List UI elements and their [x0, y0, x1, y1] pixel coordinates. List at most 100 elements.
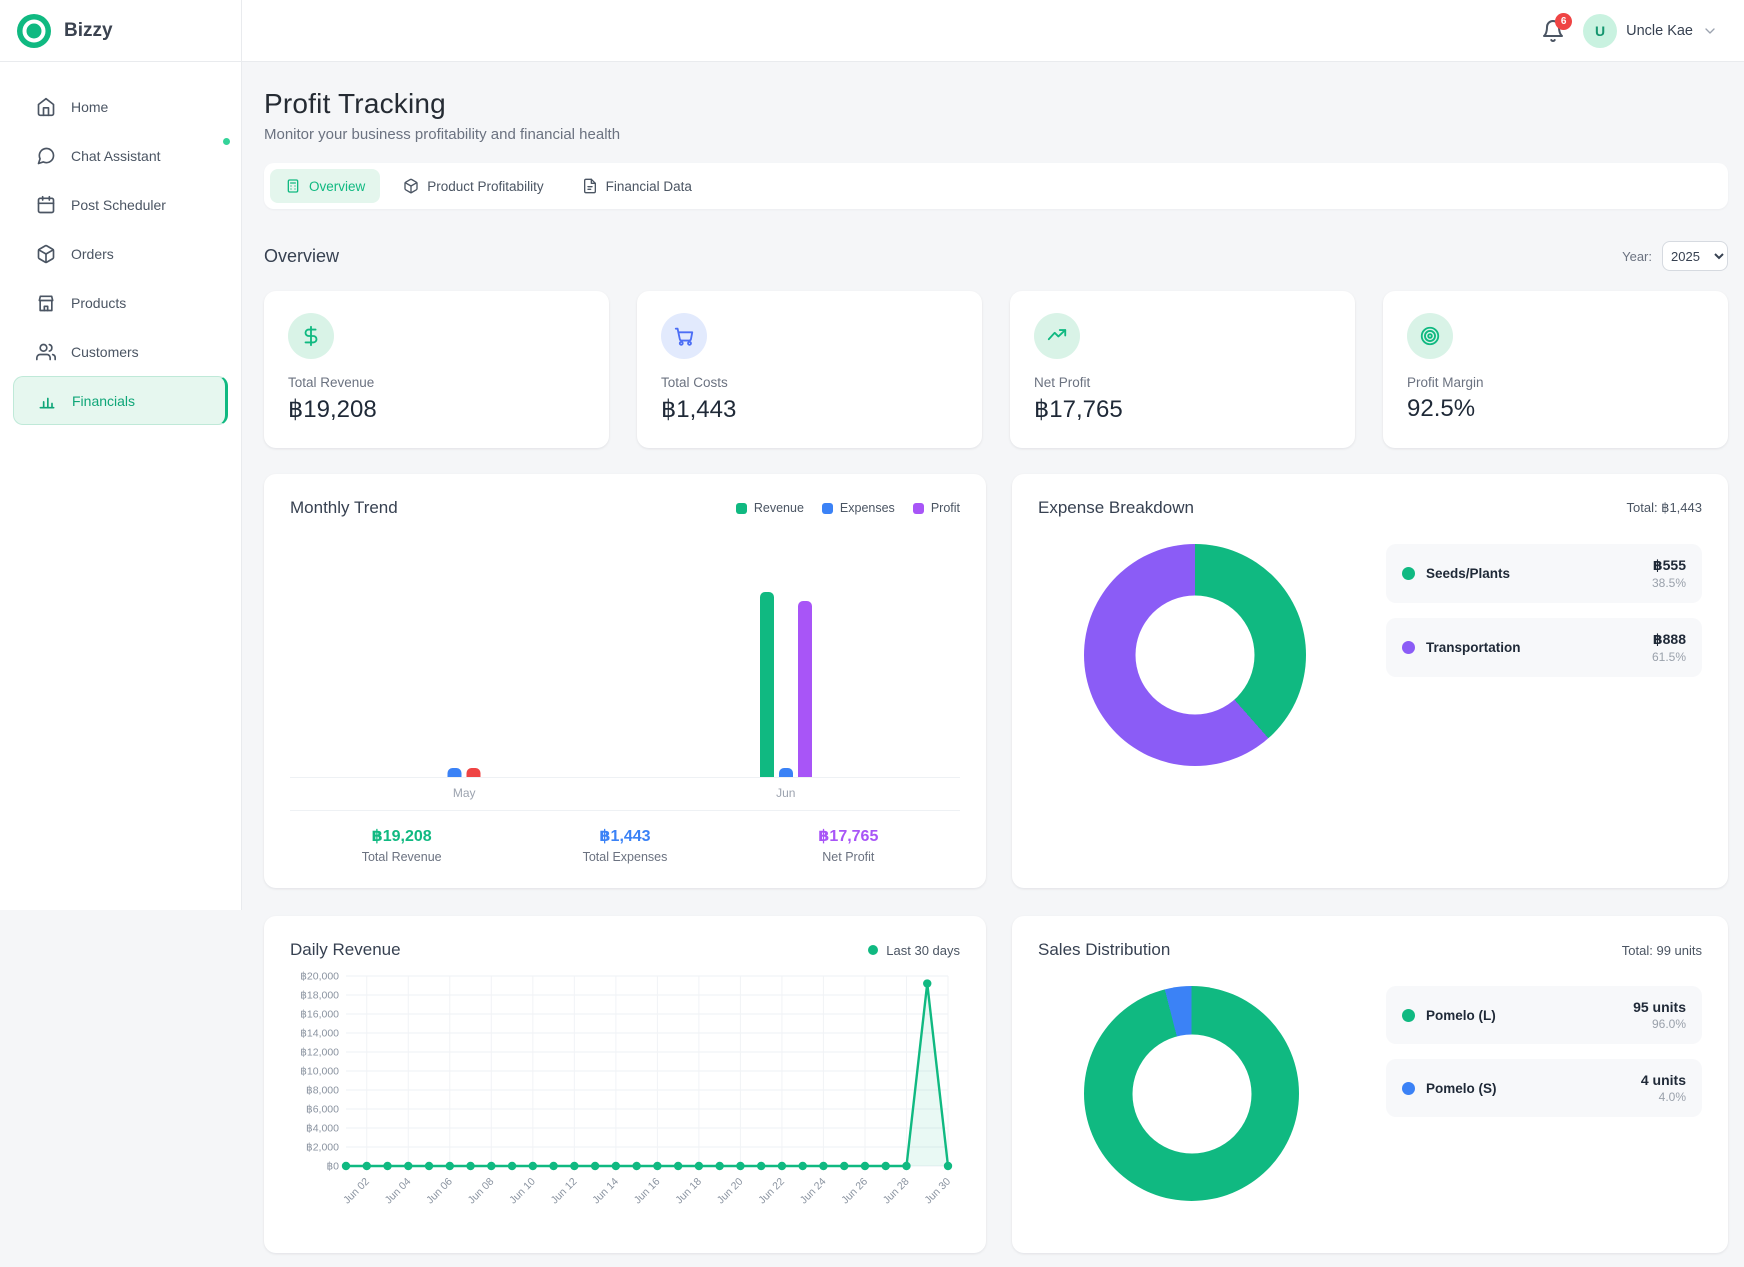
chart-legend: Revenue Expenses Profit — [735, 501, 960, 515]
year-select[interactable]: 2025 — [1662, 241, 1728, 271]
stat-card-net-profit: Net Profit ฿17,765 — [1010, 291, 1355, 448]
legend-dot — [1402, 641, 1415, 654]
x-tick-label: Jun 24 — [798, 1176, 829, 1207]
notification-badge: 6 — [1555, 12, 1573, 30]
stat-card-profit-margin: Profit Margin 92.5% — [1383, 291, 1728, 448]
data-point — [777, 1161, 787, 1171]
stat-label: Total Revenue — [288, 375, 375, 390]
bar-profit — [466, 768, 481, 777]
card-header: Daily Revenue Last 30 days — [290, 940, 960, 960]
x-tick-label: Jun 12 — [549, 1176, 580, 1207]
chart-legend: Last 30 days — [868, 943, 960, 958]
tab-label: Financial Data — [605, 178, 692, 194]
bar-chart — [290, 526, 960, 778]
revenue-line — [346, 982, 950, 1168]
sidebar-item-chat-assistant[interactable]: Chat Assistant — [0, 131, 241, 180]
brand[interactable]: Bizzy — [0, 0, 242, 61]
topbar: Bizzy 6 U Uncle Kae — [0, 0, 1744, 62]
data-point — [736, 1161, 745, 1171]
topbar-actions: 6 U Uncle Kae — [1541, 12, 1744, 48]
data-point — [507, 1161, 517, 1171]
legend-dot — [1402, 567, 1415, 580]
stat-card-total-revenue: Total Revenue ฿19,208 — [264, 291, 609, 448]
stat-icon-wrap — [661, 313, 707, 359]
bar-group-jun — [759, 592, 812, 777]
data-point — [923, 979, 932, 988]
page-subtitle: Monitor your business profitability and … — [264, 126, 621, 143]
stat-icon-wrap — [1034, 313, 1080, 359]
main-content: Profit Tracking Monitor your business pr… — [242, 62, 1744, 1267]
card-total: Total: 99 units — [1621, 942, 1702, 958]
y-tick-label: ฿4,000 — [306, 1123, 339, 1135]
bar-profit — [797, 601, 812, 777]
tab-label: Overview — [309, 178, 366, 194]
stat-label: Net Profit — [1034, 375, 1091, 390]
bar-expenses — [778, 768, 793, 777]
calculator-icon — [287, 179, 299, 193]
y-tick-label: ฿16,000 — [300, 1009, 339, 1021]
data-point — [819, 1161, 828, 1171]
bar-revenue — [759, 592, 774, 777]
users-icon — [36, 343, 56, 360]
sidebar-item-label: Orders — [71, 245, 114, 262]
y-tick-label: ฿0 — [326, 1161, 339, 1173]
footer-stat-net-profit: ฿17,765 Net Profit — [818, 828, 879, 864]
x-tick-label: Jun 04 — [383, 1176, 414, 1207]
revenue-area — [346, 983, 948, 1166]
year-label: Year: — [1622, 248, 1652, 264]
sidebar-item-home[interactable]: Home — [0, 82, 241, 131]
x-tick-label: Jun 06 — [424, 1176, 455, 1207]
sales-donut-chart — [1084, 986, 1299, 1201]
data-point — [673, 1161, 683, 1171]
data-point — [487, 1161, 496, 1171]
data-point — [943, 1161, 953, 1171]
legend-row-transportation: Transportation ฿888 61.5% — [1386, 618, 1702, 677]
sidebar-item-label: Customers — [71, 343, 139, 360]
y-tick-label: ฿18,000 — [300, 990, 339, 1002]
sidebar-item-label: Home — [71, 98, 109, 115]
data-point — [424, 1161, 434, 1171]
stat-icon-wrap — [288, 313, 334, 359]
legend-row-seeds-plants: Seeds/Plants ฿555 38.5% — [1386, 544, 1702, 603]
data-point — [694, 1161, 704, 1171]
legend-dot — [1402, 1081, 1415, 1095]
data-point — [404, 1161, 413, 1171]
data-point — [341, 1161, 351, 1171]
donut-legend: Pomelo (L) 95 units 96.0% Pomelo (S) 4 un… — [1386, 986, 1702, 1117]
bar-group-may — [447, 768, 481, 777]
sidebar-item-financials[interactable]: Financials — [13, 376, 228, 425]
section-title: Overview — [264, 245, 340, 266]
x-tick-label: Jun 22 — [756, 1176, 787, 1207]
card-title: Expense Breakdown — [1038, 498, 1194, 517]
tab-overview[interactable]: Overview — [270, 169, 381, 203]
card-header: Expense Breakdown Total: ฿1,443 — [1038, 498, 1702, 518]
sidebar-item-post-scheduler[interactable]: Post Scheduler — [0, 180, 241, 229]
data-point — [445, 1161, 454, 1171]
sidebar-item-label: Products — [71, 294, 127, 311]
tab-financial-data[interactable]: Financial Data — [567, 169, 707, 203]
x-tick-label: Jun 28 — [881, 1176, 912, 1207]
page-title: Profit Tracking — [264, 88, 446, 119]
stat-card-total-costs: Total Costs ฿1,443 — [637, 291, 982, 448]
stat-value: ฿17,765 — [1034, 396, 1123, 423]
sidebar-item-customers[interactable]: Customers — [0, 327, 241, 376]
user-menu[interactable]: U Uncle Kae — [1583, 13, 1718, 48]
stats-row: Total Revenue ฿19,208 Total Costs ฿1,443… — [264, 291, 1728, 448]
data-point — [653, 1161, 662, 1171]
bar-chart-x-axis: May Jun — [290, 778, 960, 804]
stat-label: Total Costs — [661, 375, 728, 390]
x-axis-label: Jun — [776, 786, 796, 800]
y-tick-label: ฿10,000 — [300, 1066, 339, 1078]
file-text-icon — [583, 178, 596, 194]
x-tick-label: Jun 02 — [341, 1176, 372, 1207]
footer-stat-total-expenses: ฿1,443 Total Expenses — [582, 828, 668, 864]
tab-product-profitability[interactable]: Product Profitability — [388, 169, 558, 203]
data-point — [715, 1161, 724, 1171]
sidebar-item-products[interactable]: Products — [0, 278, 241, 327]
dollar-icon — [304, 325, 318, 347]
x-tick-label: Jun 20 — [715, 1176, 746, 1207]
sidebar-item-orders[interactable]: Orders — [0, 229, 241, 278]
data-point — [860, 1161, 870, 1171]
card-header: Monthly Trend Revenue Expenses Profit — [290, 498, 960, 518]
notifications-button[interactable]: 6 — [1541, 12, 1573, 43]
